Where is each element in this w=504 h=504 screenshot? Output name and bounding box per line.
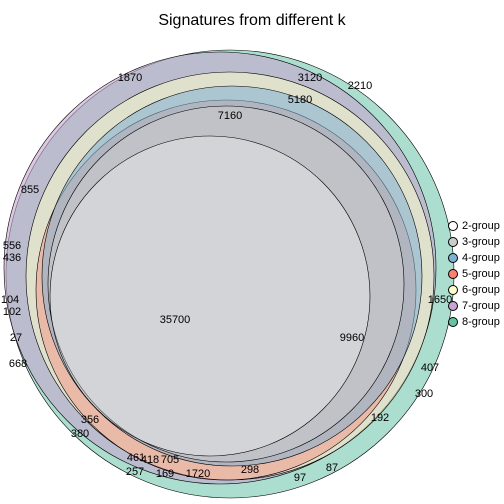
value-label: 705 xyxy=(161,454,179,466)
value-label: 257 xyxy=(126,466,144,478)
legend-item: 6-group xyxy=(448,282,500,298)
value-label: 2210 xyxy=(348,80,372,92)
legend-item: 5-group xyxy=(448,266,500,282)
legend-swatch xyxy=(448,253,458,263)
legend-item: 7-group xyxy=(448,298,500,314)
value-label: 300 xyxy=(415,388,433,400)
legend-item: 3-group xyxy=(448,234,500,250)
circle-group-2 xyxy=(50,136,370,456)
value-label: 855 xyxy=(21,184,39,196)
legend-label: 7-group xyxy=(462,300,500,312)
value-label: 27 xyxy=(10,332,22,344)
value-label: 35700 xyxy=(160,314,191,326)
value-label: 1870 xyxy=(118,72,142,84)
value-label: 97 xyxy=(294,472,306,484)
legend-swatch xyxy=(448,269,458,279)
value-label: 87 xyxy=(326,462,338,474)
value-label: 7160 xyxy=(218,110,242,122)
legend-label: 6-group xyxy=(462,284,500,296)
value-label: 169 xyxy=(156,468,174,480)
value-label: 5180 xyxy=(288,94,312,106)
value-label: 556 xyxy=(3,240,21,252)
legend-item: 2-group xyxy=(448,218,500,234)
legend-swatch xyxy=(448,237,458,247)
value-label: 104 xyxy=(1,294,19,306)
value-label: 3120 xyxy=(298,72,322,84)
value-label: 418 xyxy=(141,454,159,466)
legend-swatch xyxy=(448,221,458,231)
value-label: 1650 xyxy=(428,294,452,306)
value-label: 356 xyxy=(81,414,99,426)
legend-swatch xyxy=(448,317,458,327)
legend: 2-group 3-group 4-group 5-group 6-group 7-gro… xyxy=(448,218,500,330)
value-label: 298 xyxy=(241,464,259,476)
value-label: 668 xyxy=(9,358,27,370)
value-label: 9960 xyxy=(340,332,364,344)
legend-label: 4-group xyxy=(462,252,500,264)
legend-label: 5-group xyxy=(462,268,500,280)
value-label: 102 xyxy=(3,306,21,318)
legend-label: 2-group xyxy=(462,220,500,232)
value-label: 407 xyxy=(421,362,439,374)
legend-label: 3-group xyxy=(462,236,500,248)
value-label: 1720 xyxy=(186,468,210,480)
legend-label: 8-group xyxy=(462,316,500,328)
value-label: 380 xyxy=(71,428,89,440)
value-label: 436 xyxy=(3,252,21,264)
legend-item: 4-group xyxy=(448,250,500,266)
value-label: 192 xyxy=(371,412,389,424)
legend-item: 8-group xyxy=(448,314,500,330)
